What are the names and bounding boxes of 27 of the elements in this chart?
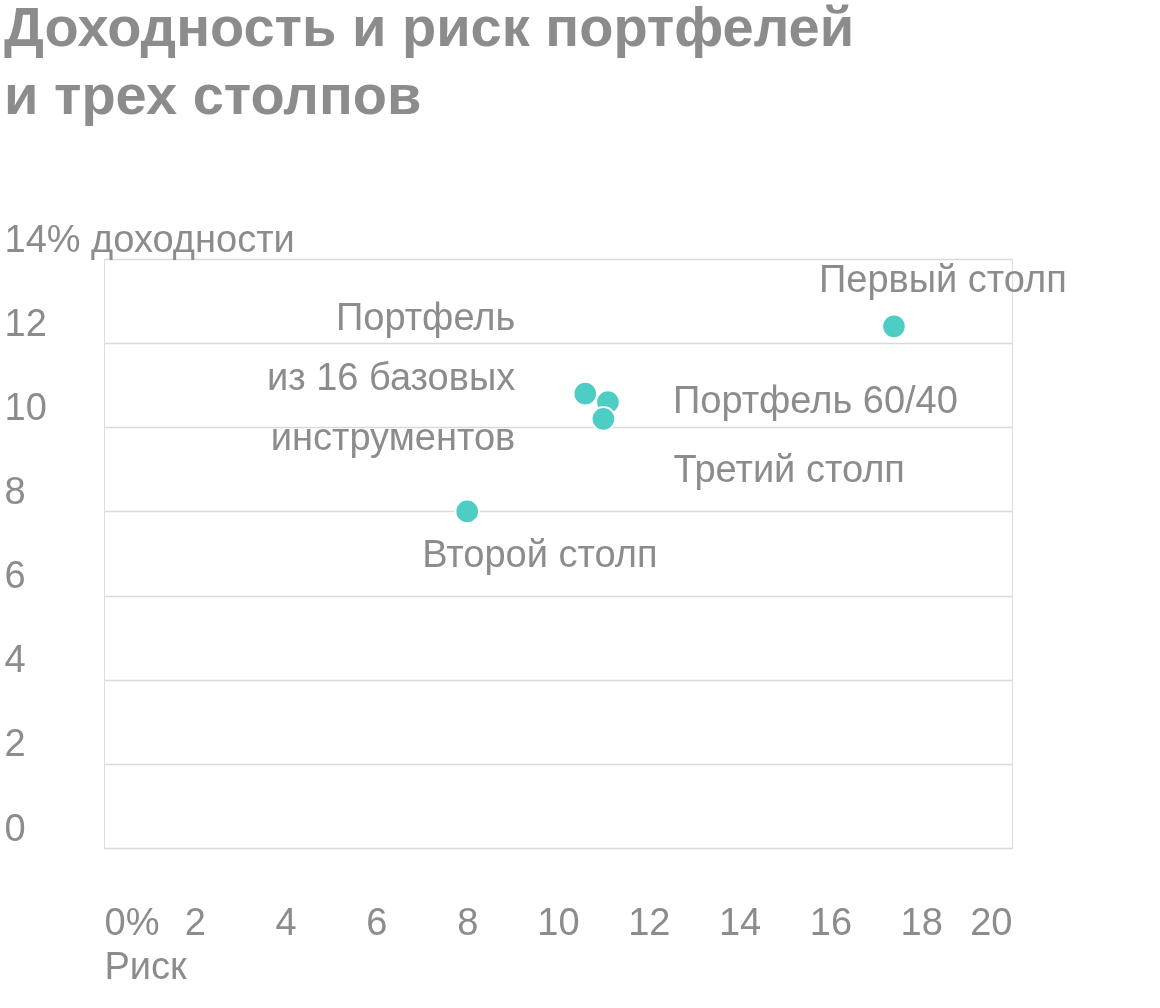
text: Доходность и риск портфелей xyxy=(4,0,855,58)
x-tick-label: 0% xyxy=(104,900,160,943)
y-tick-label: 0 xyxy=(4,806,26,849)
x-tick-label: 8 xyxy=(457,900,479,943)
y-tick-label: 8 xyxy=(4,469,26,512)
x-tick-label: 20 xyxy=(970,900,1013,943)
y-tick-label: 14% доходности xyxy=(4,217,295,260)
y-tick-label: 12 xyxy=(4,301,47,344)
annotation: Второй столп xyxy=(422,533,658,576)
x-tick-label: 12 xyxy=(628,900,671,943)
x-tick-label: 10 xyxy=(537,900,580,943)
x-tick-label: 14 xyxy=(718,900,762,943)
x-axis-title: Риск xyxy=(104,944,188,987)
y-tick-label: 10 xyxy=(4,385,47,428)
x-tick-label: 2 xyxy=(184,900,206,943)
x-tick-label: 6 xyxy=(366,900,388,943)
annotation: Портфель из 16 базовых инструментов xyxy=(266,295,516,458)
y-tick-label: 2 xyxy=(4,722,26,765)
x-tick-label: 4 xyxy=(275,900,297,943)
y-tick-label: 6 xyxy=(4,554,26,597)
annotation: Первый столп xyxy=(818,258,1067,301)
annotation: Портфель 60/40 xyxy=(672,379,958,422)
x-tick-label: 16 xyxy=(809,900,853,943)
x-tick-label: 18 xyxy=(900,900,943,943)
annotation: Третий столп xyxy=(673,447,905,490)
text: и трех столпов xyxy=(4,63,422,126)
y-tick-label: 4 xyxy=(4,638,26,681)
